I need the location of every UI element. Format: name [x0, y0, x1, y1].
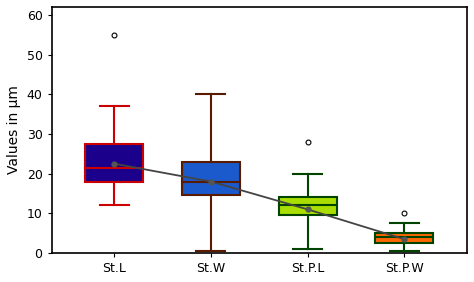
- Bar: [85, 144, 143, 182]
- Y-axis label: Values in µm: Values in µm: [7, 85, 21, 175]
- Bar: [182, 162, 240, 195]
- Bar: [375, 233, 433, 243]
- Bar: [279, 197, 337, 215]
